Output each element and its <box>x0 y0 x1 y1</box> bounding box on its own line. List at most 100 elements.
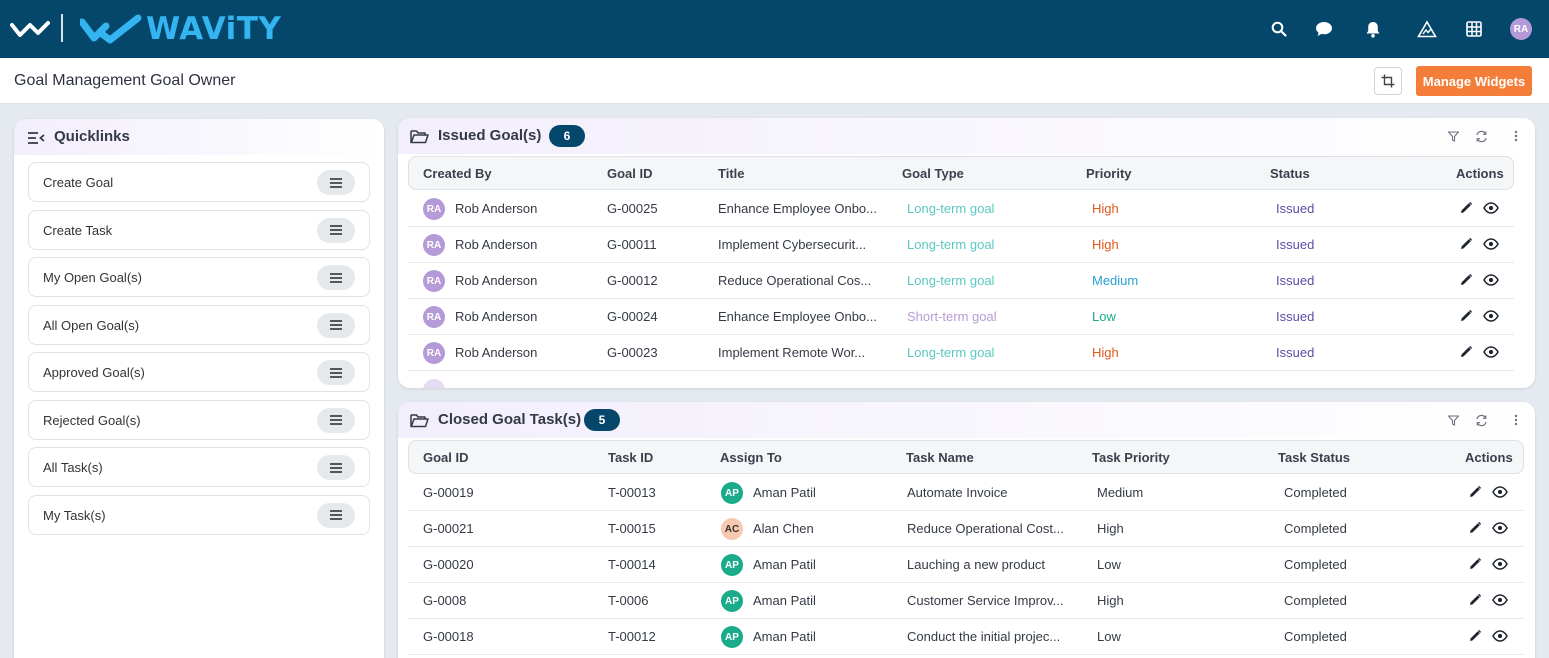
goal-title[interactable]: Enhance Employee Onbo... <box>718 201 877 216</box>
filter-icon[interactable] <box>1446 413 1460 427</box>
table-row[interactable]: G-0008 T-0006 AP Aman Patil Customer Service… <box>408 583 1524 619</box>
goal-id[interactable]: G-00020 <box>423 557 474 572</box>
view-eye-icon[interactable] <box>1492 521 1508 537</box>
hamburger-menu-icon[interactable] <box>317 455 355 480</box>
goal-title[interactable]: Reduce Operational Cos... <box>718 273 872 288</box>
table-row[interactable]: RA Rob Anderson G-00011 Implement Cybersecu… <box>408 227 1514 263</box>
search-icon[interactable] <box>1268 18 1290 40</box>
hamburger-menu-icon[interactable] <box>317 502 355 528</box>
goal-title[interactable]: Implement Cybersecurit... <box>718 237 867 252</box>
column-header[interactable]: Status <box>1270 166 1310 181</box>
edit-pencil-icon[interactable] <box>1459 201 1475 217</box>
wavity-mark-icon[interactable] <box>10 19 50 39</box>
hamburger-menu-icon[interactable] <box>317 217 355 243</box>
column-header[interactable]: Task ID <box>608 450 654 465</box>
quicklink-item[interactable]: My Open Goal(s) <box>28 257 370 297</box>
view-eye-icon[interactable] <box>1483 345 1499 361</box>
task-name[interactable]: Customer Service Improv... <box>907 593 1064 608</box>
edit-pencil-icon[interactable] <box>1468 485 1484 501</box>
filter-icon[interactable] <box>1446 129 1460 143</box>
task-name[interactable]: Automate Invoice <box>907 485 1008 500</box>
table-row[interactable]: G-00021 T-00015 AC Alan Chen Reduce Operatio… <box>408 511 1524 547</box>
view-eye-icon[interactable] <box>1492 593 1508 609</box>
view-eye-icon[interactable] <box>1483 237 1499 253</box>
view-eye-icon[interactable] <box>1492 485 1508 501</box>
edit-pencil-icon[interactable] <box>1459 345 1475 361</box>
column-header[interactable]: Task Priority <box>1092 450 1170 465</box>
table-row[interactable]: RA Rob Anderson G-00023 Implement Remote Wo… <box>408 335 1514 371</box>
user-avatar[interactable]: RA <box>1510 18 1532 40</box>
edit-pencil-icon[interactable] <box>1468 629 1484 645</box>
table-row[interactable]: G-00018 T-00012 AP Aman Patil Conduct the in… <box>408 619 1524 655</box>
goal-id[interactable]: G-00011 <box>607 237 657 252</box>
goal-id[interactable]: G-00012 <box>607 273 658 288</box>
quicklink-item[interactable]: Create Goal <box>28 162 370 202</box>
goal-title[interactable]: Enhance Employee Onbo... <box>718 309 877 324</box>
column-header[interactable]: Assign To <box>720 450 782 465</box>
view-eye-icon[interactable] <box>1483 273 1499 289</box>
column-header[interactable]: Task Name <box>906 450 974 465</box>
edit-pencil-icon[interactable] <box>1459 309 1475 325</box>
chat-icon[interactable] <box>1313 18 1335 40</box>
task-id[interactable]: T-00014 <box>608 557 656 572</box>
goal-id[interactable]: G-00021 <box>423 521 474 536</box>
view-eye-icon[interactable] <box>1483 201 1499 217</box>
quicklink-item[interactable]: Rejected Goal(s) <box>28 399 370 440</box>
more-options-icon[interactable] <box>1509 413 1523 427</box>
goal-id[interactable]: G-00019 <box>423 485 474 500</box>
more-options-icon[interactable] <box>1509 129 1523 143</box>
brand-logo[interactable]: WAViTY <box>80 12 281 46</box>
view-eye-icon[interactable] <box>1492 557 1508 573</box>
view-eye-icon[interactable] <box>1483 309 1499 325</box>
column-header[interactable]: Title <box>718 166 745 181</box>
edit-pencil-icon[interactable] <box>1459 273 1475 289</box>
table-row[interactable]: RA Rob Anderson G-00024 Enhance Employee On… <box>408 299 1514 335</box>
task-id[interactable]: T-00013 <box>608 485 656 500</box>
column-header[interactable]: Goal ID <box>423 450 469 465</box>
edit-pencil-icon[interactable] <box>1468 593 1484 609</box>
hamburger-menu-icon[interactable] <box>317 360 355 385</box>
menu-collapse-icon[interactable] <box>27 131 45 145</box>
refresh-icon[interactable] <box>1474 413 1488 427</box>
manage-widgets-button[interactable]: Manage Widgets <box>1416 66 1532 96</box>
column-header[interactable]: Priority <box>1086 166 1132 181</box>
crop-layout-button[interactable] <box>1374 67 1402 95</box>
quicklink-item[interactable]: All Task(s) <box>28 447 370 487</box>
table-row[interactable]: RA Rob Anderson G-00025 Enhance Employee On… <box>408 191 1514 227</box>
quicklink-item[interactable]: My Task(s) <box>28 494 370 535</box>
hamburger-menu-icon[interactable] <box>317 265 355 290</box>
table-row[interactable]: G-00019 T-00013 AP Aman Patil Automate Invoi… <box>408 475 1524 511</box>
goal-id[interactable]: G-00023 <box>607 345 658 360</box>
quicklink-item[interactable]: Approved Goal(s) <box>28 352 370 392</box>
column-header[interactable]: Goal ID <box>607 166 653 181</box>
quicklink-item[interactable]: All Open Goal(s) <box>28 304 370 345</box>
goal-title[interactable]: Implement Remote Wor... <box>718 345 866 360</box>
task-id[interactable]: T-0006 <box>608 593 649 608</box>
task-id[interactable]: T-00012 <box>608 629 656 644</box>
task-name[interactable]: Lauching a new product <box>907 557 1046 572</box>
goal-id[interactable]: G-00025 <box>607 201 658 216</box>
goal-id[interactable]: G-00018 <box>423 629 474 644</box>
hamburger-menu-icon[interactable] <box>317 407 355 433</box>
logo-triangle-icon[interactable] <box>1416 18 1438 40</box>
task-name[interactable]: Reduce Operational Cost... <box>907 521 1064 536</box>
table-row[interactable]: G-00020 T-00014 AP Aman Patil Lauching a new… <box>408 547 1524 583</box>
task-name[interactable]: Conduct the initial projec... <box>907 629 1061 644</box>
task-id[interactable]: T-00015 <box>608 521 656 536</box>
refresh-icon[interactable] <box>1474 129 1488 143</box>
bell-icon[interactable] <box>1362 18 1384 40</box>
apps-grid-icon[interactable] <box>1463 18 1485 40</box>
goal-id[interactable]: G-00024 <box>607 309 658 324</box>
quicklink-item[interactable]: Create Task <box>28 209 370 250</box>
hamburger-menu-icon[interactable] <box>317 170 355 195</box>
view-eye-icon[interactable] <box>1492 629 1508 645</box>
hamburger-menu-icon[interactable] <box>317 312 355 338</box>
edit-pencil-icon[interactable] <box>1468 557 1484 573</box>
edit-pencil-icon[interactable] <box>1468 521 1484 537</box>
column-header[interactable]: Task Status <box>1278 450 1351 465</box>
column-header[interactable]: Created By <box>423 166 492 181</box>
edit-pencil-icon[interactable] <box>1459 237 1475 253</box>
table-row[interactable]: RA Rob Anderson G-00012 Reduce Operational … <box>408 263 1514 299</box>
goal-id[interactable]: G-0008 <box>423 593 467 608</box>
column-header[interactable]: Goal Type <box>902 166 964 181</box>
